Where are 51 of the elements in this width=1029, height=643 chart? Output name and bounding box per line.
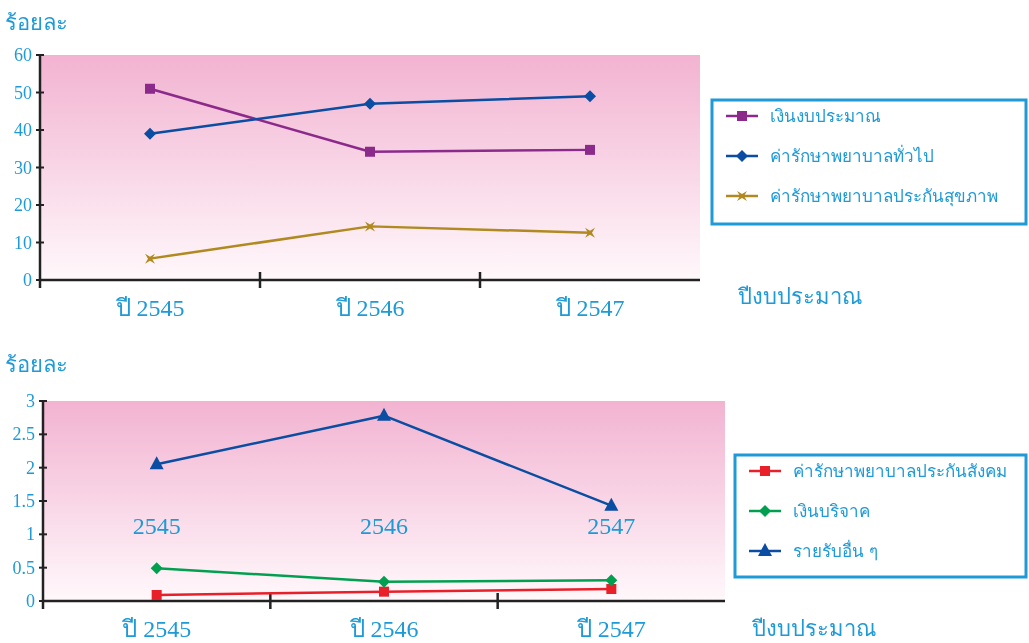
point [151, 590, 162, 600]
y-axis-title: ร้อยละ [5, 352, 68, 377]
annotation: 2546 [360, 513, 408, 540]
y-tick-label: 30 [14, 157, 32, 178]
y-tick-label: 0 [23, 270, 32, 290]
x-tick-label: ปี 2547 [554, 295, 625, 321]
x-axis-title: ปีงบประมาณ [751, 616, 876, 641]
point [377, 407, 391, 421]
annotation: 2545 [132, 513, 181, 540]
x-axis-title: ปีงบประมาณ [737, 284, 862, 309]
point [605, 574, 618, 587]
y-tick-label: 1.5 [12, 491, 35, 511]
y-tick-label: 10 [14, 232, 32, 253]
y-tick-label: 3 [26, 391, 35, 411]
y-tick-label: 50 [14, 82, 32, 103]
y-tick-label: 2 [26, 457, 35, 478]
y-tick-label: 60 [14, 45, 32, 65]
point [145, 83, 155, 94]
point [145, 253, 155, 264]
legend-label: เงินบริจาค [793, 501, 870, 521]
point [585, 227, 595, 238]
point [144, 127, 156, 140]
point [364, 97, 376, 110]
legend-label: ค่ารักษาพยาบาลประกันสุขภาพ [770, 186, 998, 207]
y-tick-label: 2.5 [12, 424, 35, 445]
y-tick-label: 0 [26, 591, 35, 611]
point [365, 221, 375, 232]
y-axis-title: ร้อยละ [5, 10, 68, 35]
x-tick-label: ปี 2547 [575, 616, 646, 642]
point [150, 562, 163, 575]
x-tick-label: ปี 2546 [334, 295, 405, 321]
point [604, 497, 619, 511]
point [584, 90, 596, 103]
point [365, 146, 375, 157]
legend-label: ค่ารักษาพยาบาลประกันสังคม [793, 461, 1007, 481]
y-tick-label: 40 [14, 120, 32, 140]
legend-label: เงินงบประมาณ [770, 106, 881, 126]
y-tick-label: 20 [14, 195, 32, 215]
annotation: 2547 [587, 513, 636, 540]
point [606, 584, 617, 594]
y-tick-label: 0.5 [12, 557, 35, 578]
x-tick-label: ปี 2545 [114, 295, 185, 321]
legend-label: รายรับอื่น ๆ [793, 539, 879, 561]
x-tick-label: ปี 2546 [348, 616, 419, 642]
y-tick-label: 1 [26, 524, 35, 545]
point [379, 586, 389, 597]
point [585, 144, 595, 155]
legend-label: ค่ารักษาพยาบาลทั่วไป [770, 144, 934, 166]
point [378, 575, 390, 588]
x-tick-label: ปี 2545 [121, 616, 192, 642]
point [149, 456, 164, 470]
